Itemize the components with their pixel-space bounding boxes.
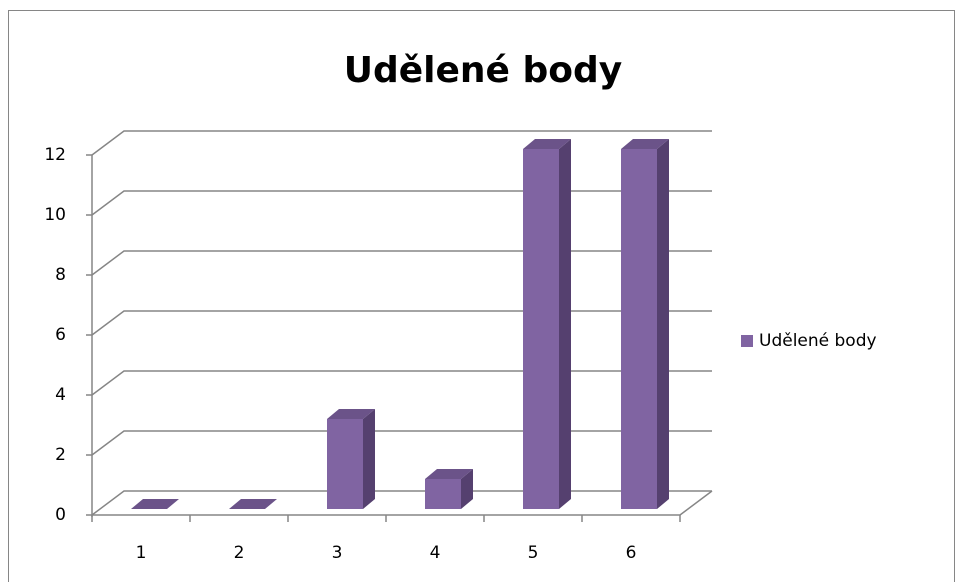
bar [523,149,559,509]
bar-side [363,409,375,509]
x-tick-label: 2 [234,543,245,563]
grid-line [91,130,712,156]
grid-line [91,490,712,516]
y-tick-label: 6 [55,325,66,345]
x-tick-label: 6 [626,543,637,563]
y-tick-label: 12 [44,145,66,165]
x-tick-label: 4 [430,543,441,563]
grid-line [91,250,712,276]
legend-swatch [741,335,753,347]
bar-side [461,469,473,509]
legend-label: Udělené body [759,331,877,351]
bar [621,149,657,509]
bar-top [523,139,571,149]
bar [327,419,363,509]
grid-line [91,370,712,396]
chart-border [8,10,955,582]
y-tick-label: 0 [55,505,66,525]
x-tick-label: 5 [528,543,539,563]
y-tick-label: 2 [55,445,66,465]
grid-line [91,190,712,216]
bar [425,479,461,509]
bar-top [229,499,277,509]
bar-top [327,409,375,419]
grid-line [91,310,712,336]
x-tick-label: 3 [332,543,343,563]
grid-line [91,430,712,456]
bar-top [621,139,669,149]
bar-top [425,469,473,479]
y-tick-label: 4 [55,385,66,405]
x-tick-label: 1 [136,543,147,563]
bar-side [559,139,571,509]
y-tick-label: 10 [44,205,66,225]
bar-side [657,139,669,509]
chart-title: Udělené body [344,50,623,91]
y-tick-label: 8 [55,265,66,285]
bar-top [131,499,179,509]
